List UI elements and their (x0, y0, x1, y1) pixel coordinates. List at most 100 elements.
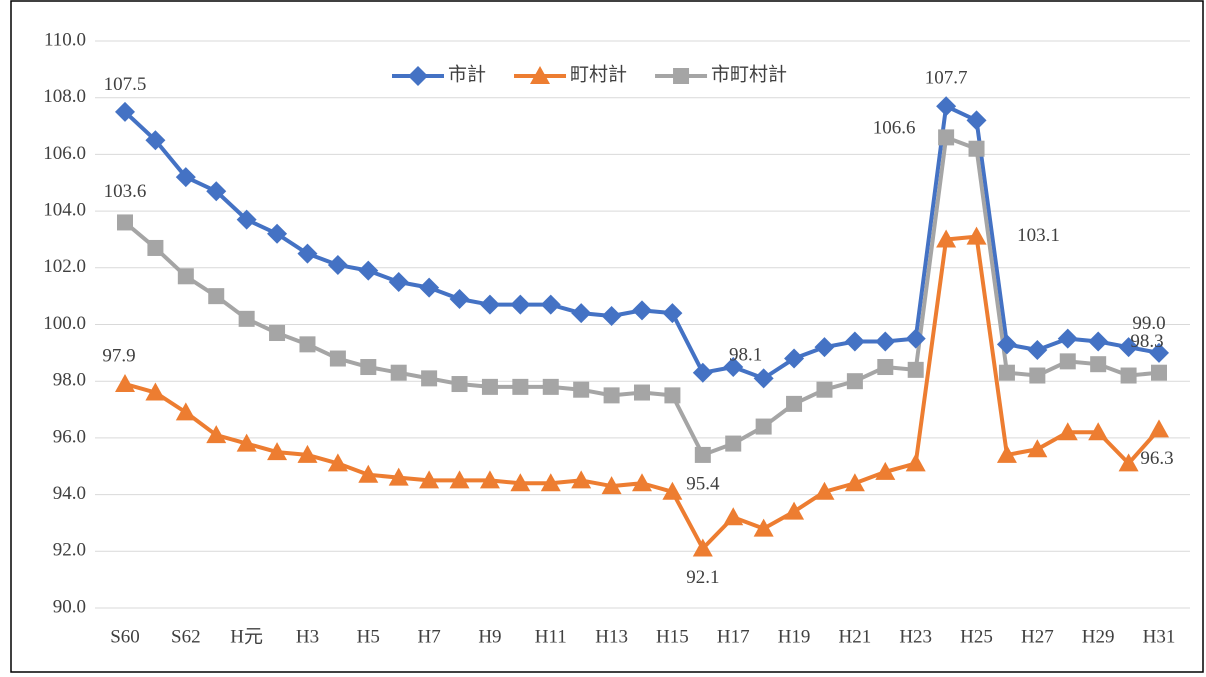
marker (115, 101, 135, 122)
marker (419, 470, 440, 489)
marker (1118, 453, 1139, 472)
marker (998, 364, 1015, 381)
marker (481, 378, 498, 395)
marker (419, 277, 440, 298)
marker (936, 229, 957, 248)
marker (996, 334, 1017, 355)
data-label: 98.1 (729, 345, 762, 366)
marker (725, 435, 742, 452)
marker (936, 96, 957, 117)
data-label: 107.5 (104, 74, 147, 95)
x-tick-label: H25 (960, 626, 993, 647)
marker (267, 223, 288, 244)
x-tick-label: H13 (595, 626, 628, 647)
x-tick-label: S60 (110, 626, 140, 647)
data-label: 98.3 (1130, 331, 1163, 352)
marker (358, 464, 379, 483)
marker (814, 337, 835, 358)
marker (236, 433, 257, 452)
marker (329, 350, 346, 367)
y-tick-label: 90.0 (53, 596, 86, 617)
x-tick-label: H5 (357, 626, 380, 647)
data-label: 107.7 (925, 68, 968, 89)
marker (358, 260, 379, 281)
marker (479, 294, 500, 315)
marker (844, 331, 865, 352)
marker (297, 444, 318, 463)
data-label: 92.1 (686, 567, 719, 588)
marker (208, 288, 225, 305)
legend-marker (530, 66, 551, 84)
x-tick-label: H31 (1143, 626, 1176, 647)
x-tick-label: S62 (171, 626, 201, 647)
marker (753, 518, 774, 537)
legend-item: 市計 (392, 63, 486, 86)
marker (388, 271, 409, 292)
marker (1090, 356, 1107, 373)
marker (540, 294, 561, 315)
marker (968, 140, 985, 157)
marker (512, 378, 529, 395)
marker (269, 325, 286, 342)
x-tick-label: H29 (1082, 626, 1115, 647)
legend-marker (408, 66, 428, 86)
x-tick-label: H17 (717, 626, 750, 647)
marker (542, 378, 559, 395)
marker (816, 381, 833, 398)
x-tick-label: H3 (296, 626, 319, 647)
marker (966, 110, 987, 131)
marker (784, 501, 805, 520)
marker (966, 226, 987, 245)
marker (784, 348, 805, 369)
data-label: 103.6 (104, 181, 147, 202)
marker (1088, 422, 1109, 441)
marker (449, 470, 470, 489)
marker (875, 331, 896, 352)
marker (692, 538, 713, 557)
marker (601, 476, 622, 495)
y-tick-label: 104.0 (43, 199, 86, 220)
marker (299, 336, 316, 353)
marker (449, 288, 470, 309)
y-tick-label: 96.0 (53, 426, 86, 447)
marker (692, 362, 713, 383)
marker (938, 129, 955, 146)
marker (814, 481, 835, 500)
marker (877, 359, 894, 376)
marker (327, 453, 348, 472)
x-tick-label: H27 (1021, 626, 1054, 647)
y-tick-label: 92.0 (53, 540, 86, 561)
marker (753, 368, 774, 389)
marker (145, 382, 166, 401)
marker (117, 214, 133, 231)
marker (540, 473, 561, 492)
y-tick-label: 98.0 (53, 370, 86, 391)
marker (662, 481, 683, 500)
y-tick-label: 110.0 (44, 29, 86, 50)
marker (147, 239, 164, 256)
marker (510, 294, 531, 315)
marker (632, 300, 652, 321)
data-label: 103.1 (1017, 225, 1060, 246)
marker (1027, 340, 1048, 361)
marker (421, 370, 438, 387)
marker (603, 387, 620, 404)
marker (145, 130, 166, 151)
marker (1149, 342, 1169, 363)
marker (846, 373, 863, 390)
marker (755, 418, 772, 435)
legend-label: 町村計 (570, 63, 627, 85)
marker (175, 402, 196, 421)
marker (723, 507, 744, 526)
marker (1151, 364, 1167, 381)
x-tick-label: H15 (656, 626, 689, 647)
x-tick-label: H19 (778, 626, 811, 647)
marker (786, 395, 803, 412)
x-tick-label: H11 (535, 626, 567, 647)
x-tick-label: H元 (230, 626, 263, 647)
marker (907, 361, 924, 378)
x-tick-label: H9 (478, 626, 501, 647)
data-label: 106.6 (873, 118, 916, 139)
y-tick-label: 100.0 (43, 313, 86, 334)
